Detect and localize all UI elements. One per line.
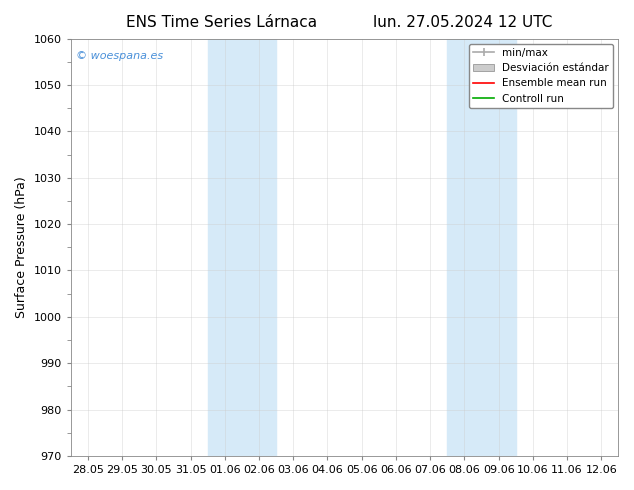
Legend: min/max, Desviación estándar, Ensemble mean run, Controll run: min/max, Desviación estándar, Ensemble m… xyxy=(469,44,613,108)
Y-axis label: Surface Pressure (hPa): Surface Pressure (hPa) xyxy=(15,176,28,318)
Text: ENS Time Series Lárnaca: ENS Time Series Lárnaca xyxy=(126,15,318,30)
Bar xyxy=(208,39,276,456)
Text: © woespana.es: © woespana.es xyxy=(76,51,164,61)
Bar xyxy=(448,39,516,456)
Text: lun. 27.05.2024 12 UTC: lun. 27.05.2024 12 UTC xyxy=(373,15,552,30)
